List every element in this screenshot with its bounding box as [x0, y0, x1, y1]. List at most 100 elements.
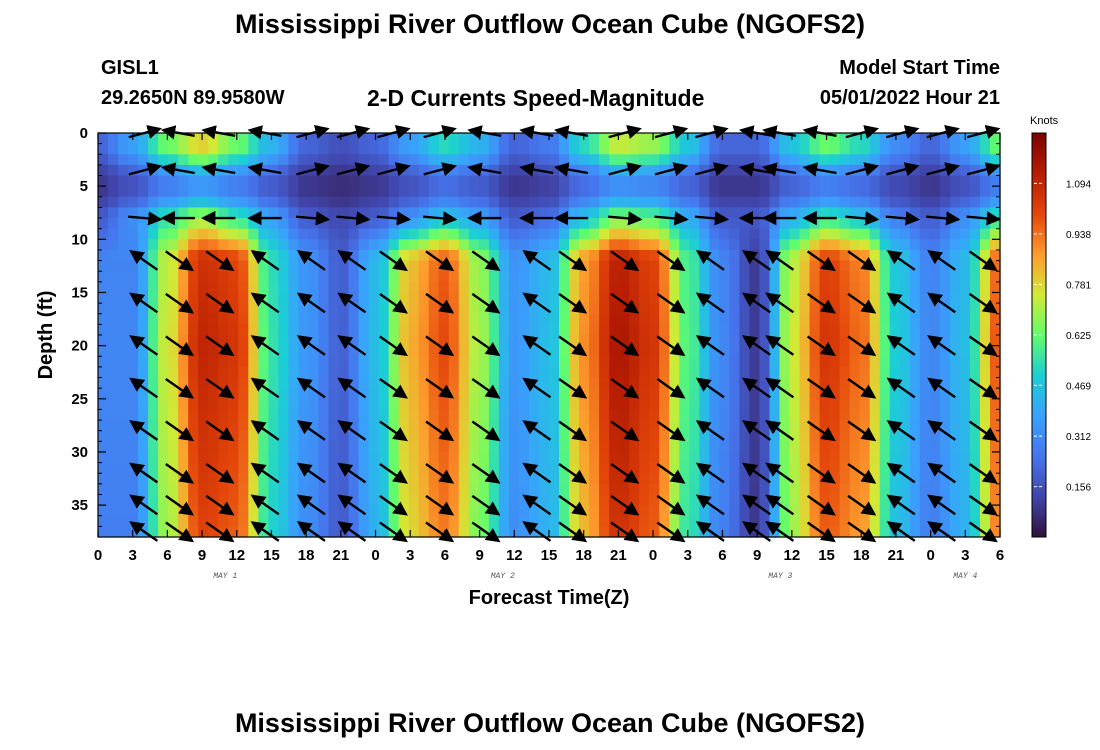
heatmap-cell: [579, 154, 590, 166]
heatmap-cell: [939, 388, 951, 400]
heatmap-cell: [649, 420, 660, 432]
heatmap-cell: [118, 462, 129, 474]
heatmap-cell: [348, 186, 360, 198]
heatmap-cell: [278, 494, 290, 506]
heatmap-cell: [829, 175, 841, 187]
heatmap-cell: [318, 441, 330, 453]
heatmap-cell: [559, 451, 570, 464]
heatmap-cell: [609, 515, 620, 527]
heatmap-cell: [448, 451, 460, 464]
heatmap-cell: [589, 133, 600, 145]
current-arrow: [558, 378, 588, 399]
heatmap-cell: [328, 228, 340, 240]
heatmap-cell: [689, 186, 700, 198]
x-tick-label: 3: [406, 547, 414, 564]
heatmap-cell: [408, 483, 420, 496]
heatmap-cell: [559, 398, 570, 411]
heatmap-cell: [418, 473, 430, 485]
heatmap-cell: [468, 398, 480, 411]
heatmap-cell: [579, 441, 590, 453]
heatmap-cell: [919, 420, 931, 432]
y-axis-label: Depth (ft): [35, 291, 57, 380]
heatmap-cell: [288, 398, 300, 411]
heatmap-cell: [969, 388, 981, 400]
heatmap-cell: [899, 324, 911, 336]
heatmap-cell: [969, 366, 981, 379]
heatmap-cell: [358, 228, 370, 240]
heatmap-cell: [719, 398, 730, 411]
heatmap-cell: [498, 451, 510, 464]
heatmap-cell: [679, 462, 690, 474]
heatmap-cell: [669, 366, 680, 379]
heatmap-cell: [538, 377, 550, 389]
heatmap-cell: [749, 473, 761, 485]
heatmap-cell: [609, 303, 620, 315]
heatmap-cell: [168, 483, 179, 496]
heatmap-cell: [268, 249, 279, 262]
heatmap-cell: [238, 228, 249, 240]
heatmap-cell: [308, 441, 320, 453]
heatmap-cell: [308, 249, 320, 262]
heatmap-cell: [498, 249, 510, 262]
heatmap-cell: [949, 324, 961, 336]
heatmap-cell: [879, 303, 891, 315]
heatmap-cell: [629, 196, 640, 209]
heatmap-cell: [238, 420, 249, 432]
current-arrow: [471, 292, 501, 314]
heatmap-cell: [198, 494, 209, 506]
heatmap-cell: [989, 133, 1001, 145]
heatmap-cell: [358, 409, 370, 421]
heatmap-cell: [839, 313, 851, 325]
heatmap-cell: [799, 133, 811, 145]
heatmap-cell: [959, 292, 971, 304]
heatmap-cell: [979, 271, 991, 283]
heatmap-cell: [949, 292, 961, 304]
heatmap-cell: [869, 154, 881, 166]
heatmap-cell: [839, 420, 851, 432]
second-chart-title: Mississippi River Outflow Ocean Cube (NG…: [234, 708, 866, 738]
heatmap-cell: [188, 451, 199, 464]
heatmap-cell: [609, 505, 620, 517]
heatmap-cell: [478, 430, 490, 442]
heatmap-cell: [839, 473, 851, 485]
current-arrow: [656, 494, 686, 516]
heatmap-cell: [939, 366, 951, 379]
heatmap-cell: [989, 462, 1001, 474]
heatmap-cell: [108, 366, 119, 379]
heatmap-cell: [639, 420, 650, 432]
heatmap-cell: [468, 483, 480, 496]
heatmap-cell: [609, 420, 620, 432]
heatmap-cell: [709, 228, 720, 240]
heatmap-cell: [729, 143, 741, 155]
heatmap-cell: [298, 366, 310, 379]
heatmap-cell: [528, 143, 540, 155]
heatmap-cell: [949, 398, 961, 411]
heatmap-cell: [248, 505, 259, 517]
heatmap-cell: [569, 239, 580, 251]
heatmap-cell: [679, 175, 690, 187]
heatmap-cell: [408, 441, 420, 453]
heatmap-cell: [108, 409, 119, 421]
heatmap-cell: [408, 420, 420, 432]
heatmap-cell: [839, 462, 851, 474]
heatmap-cell: [348, 324, 360, 336]
x-tick-label: 0: [926, 547, 934, 564]
heatmap-cell: [599, 133, 610, 145]
heatmap-cell: [118, 335, 129, 347]
heatmap-cell: [569, 154, 580, 166]
heatmap-cell: [238, 313, 249, 325]
heatmap-cell: [549, 494, 560, 506]
heatmap-cell: [108, 356, 119, 368]
heatmap-cell: [238, 515, 249, 527]
heatmap-cell: [729, 133, 741, 145]
current-arrow: [165, 420, 195, 442]
current-arrow: [806, 494, 836, 516]
heatmap-cell: [368, 239, 380, 251]
heatmap-cell: [939, 526, 951, 538]
heatmap-cell: [438, 420, 450, 432]
heatmap-cell: [829, 228, 841, 240]
heatmap-cell: [639, 515, 650, 527]
heatmap-cell: [889, 409, 901, 421]
current-vectors: [128, 125, 1001, 543]
heatmap-cell: [228, 196, 239, 209]
